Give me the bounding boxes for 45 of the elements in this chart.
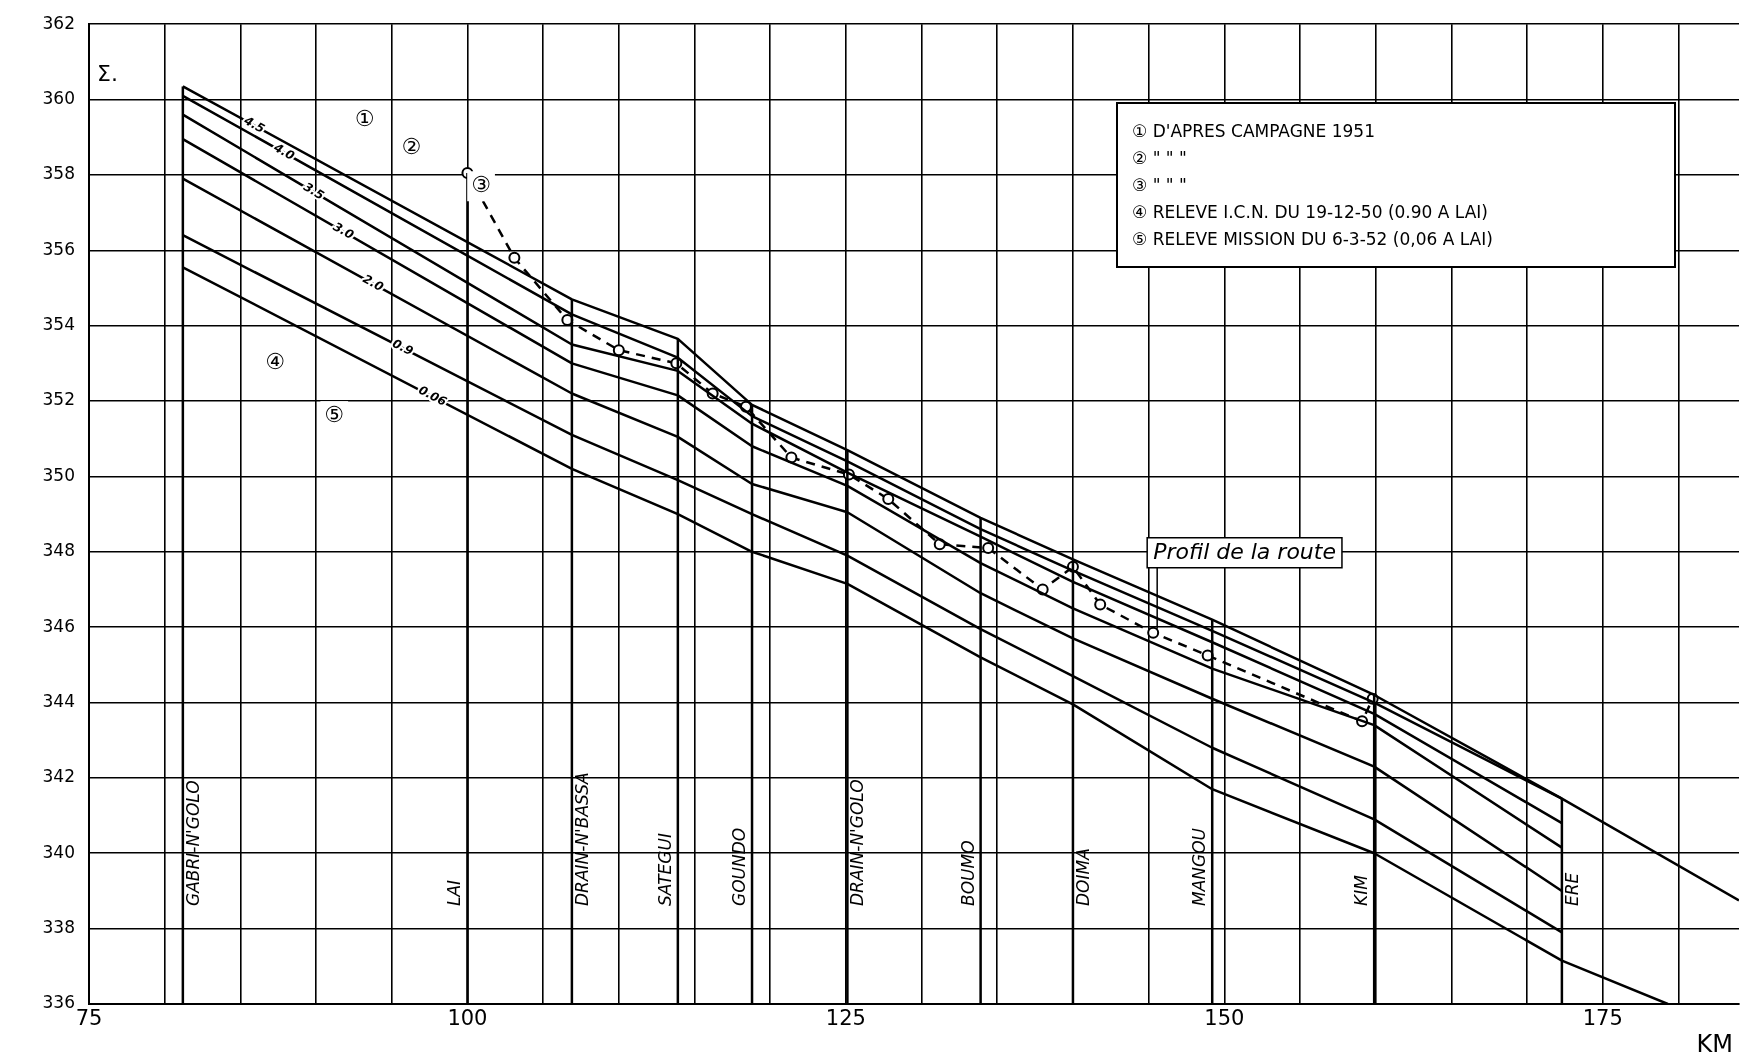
annotation: ④ RELEVE I.C.N. DU 19-12-50 (0.90 A LAI) <box>1132 202 1489 222</box>
ref-line-label: GOUNDO <box>728 827 749 907</box>
y-tick-label: 338 <box>42 917 75 938</box>
y-tick-label: 362 <box>42 12 75 33</box>
annotation: ③ " " " <box>1132 175 1188 195</box>
text: 2.0 <box>360 271 386 295</box>
text: Profil de la route <box>1153 538 1336 564</box>
ref-line-label: KIM <box>1351 874 1372 907</box>
annotation: ⑤ RELEVE MISSION DU 6-3-52 (0,06 A LAI) <box>1132 229 1494 249</box>
ref-line-label: DOIMA <box>1072 848 1093 907</box>
ref-line-label: MANGOU <box>1189 827 1210 907</box>
x-tick-label: 150 <box>1204 1006 1245 1031</box>
y-tick-label: 348 <box>42 540 75 561</box>
y-tick-label: 350 <box>42 464 75 485</box>
y-tick-label: 360 <box>42 87 75 108</box>
ref-line-label: BOUMO <box>957 840 978 907</box>
y-tick-label: 356 <box>42 238 75 259</box>
y-tick-label: 344 <box>42 690 75 711</box>
text: 4.5 <box>240 112 268 136</box>
y-tick-label: 340 <box>42 841 75 862</box>
x-tick-label: 100 <box>447 1006 488 1031</box>
ref-line-label: LAI <box>444 879 465 907</box>
y-tick-label: 358 <box>42 163 75 184</box>
x-tick-label: 125 <box>825 1006 866 1031</box>
ref-line-label: ERE <box>1561 872 1582 907</box>
ref-line-label: DRAIN-N'GOLO <box>847 779 868 907</box>
y-tick-label: 346 <box>42 615 75 636</box>
annotation: ③ <box>471 171 491 197</box>
y-axis-title: Σ. <box>97 60 118 86</box>
annotation: ① D'APRES CAMPAGNE 1951 <box>1132 121 1376 141</box>
annotation: ① <box>354 106 375 132</box>
y-tick-label: 336 <box>42 992 75 1013</box>
y-tick-label: 352 <box>42 389 75 410</box>
annotation: ④ <box>265 349 286 375</box>
ref-line-label: SATEGUI <box>654 833 675 907</box>
y-tick-label: 354 <box>42 314 75 335</box>
y-tick-label: 342 <box>42 766 75 787</box>
x-tick-label: 75 <box>75 1006 103 1031</box>
x-tick-label: 175 <box>1582 1006 1623 1031</box>
annotation: ② <box>401 134 422 160</box>
annotation: ② " " " <box>1132 148 1188 168</box>
ref-line-label: DRAIN-N'BASSA <box>571 772 592 907</box>
annotation: ⑤ <box>324 401 345 427</box>
ref-line-label: GABRI-N'GOLO <box>182 780 203 907</box>
x-axis-title: KM <box>1696 1030 1733 1058</box>
